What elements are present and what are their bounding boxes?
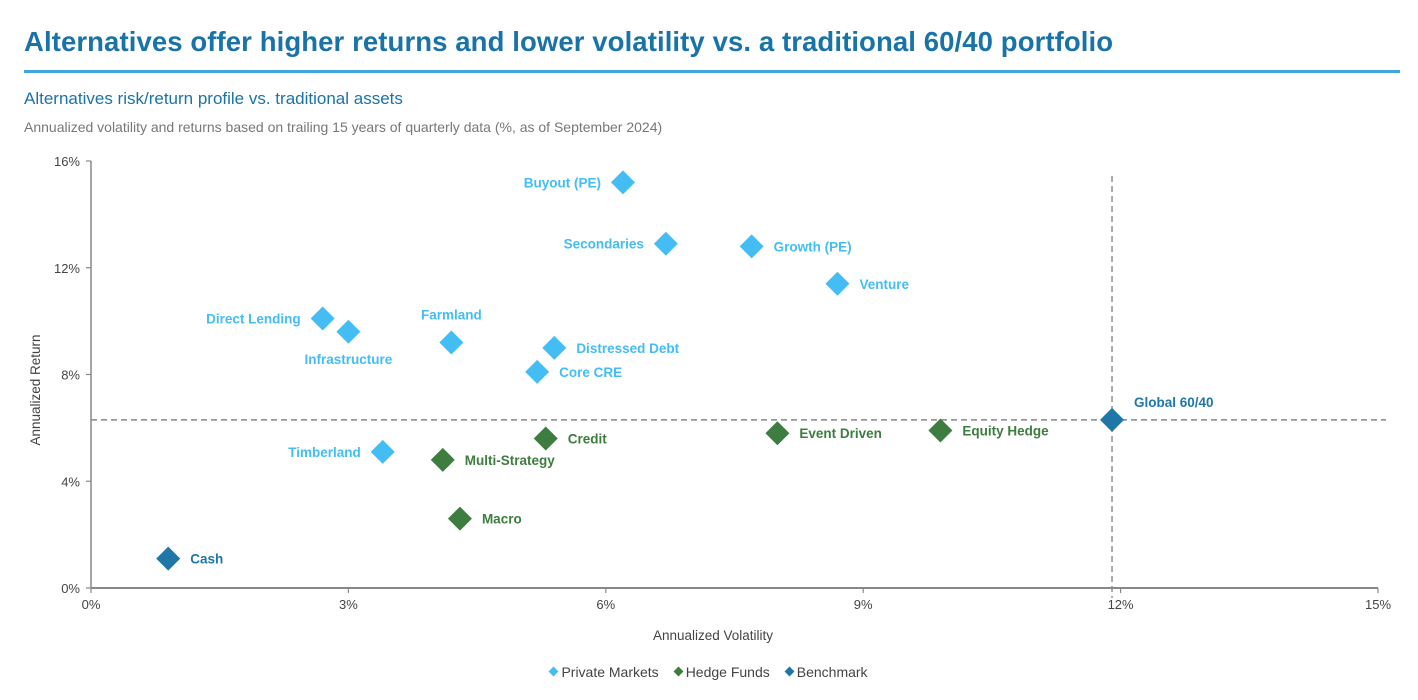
y-tick-label: 8% bbox=[61, 368, 80, 383]
x-tick-label: 6% bbox=[596, 597, 615, 612]
point-multi-strategy bbox=[430, 447, 455, 472]
title-divider bbox=[24, 70, 1400, 73]
y-tick-label: 12% bbox=[54, 261, 80, 276]
point-label-direct-lending: Direct Lending bbox=[206, 311, 301, 326]
series-hedge-funds: Credit Multi-Strategy Macro Event Driven Equ… bbox=[430, 418, 1049, 531]
x-tick-label: 3% bbox=[339, 597, 358, 612]
x-axis-title: Annualized Volatility bbox=[653, 628, 773, 643]
legend-label: Benchmark bbox=[796, 663, 868, 680]
x-tick-label: 12% bbox=[1108, 597, 1134, 612]
point-distressed-debt bbox=[542, 335, 567, 360]
legend-diamond-icon bbox=[784, 666, 795, 677]
legend-diamond-icon bbox=[673, 666, 684, 677]
point-secondaries bbox=[653, 231, 678, 256]
point-growth-pe bbox=[739, 234, 764, 259]
reference-lines bbox=[91, 176, 1386, 598]
legend-label: Private Markets bbox=[561, 663, 659, 680]
point-label-equity-hedge: Equity Hedge bbox=[962, 424, 1049, 439]
series-benchmark: Global 60/40 Cash bbox=[156, 395, 1214, 571]
point-label-global-60-40: Global 60/40 bbox=[1134, 395, 1214, 410]
chart-legend: Private Markets Hedge Funds Benchmark bbox=[0, 662, 1418, 680]
point-label-core-cre: Core CRE bbox=[559, 365, 622, 380]
point-label-event-driven: Event Driven bbox=[799, 426, 882, 441]
point-credit bbox=[533, 426, 558, 451]
point-label-growth-pe: Growth (PE) bbox=[774, 239, 852, 254]
legend-item-private-markets: Private Markets bbox=[548, 663, 659, 680]
point-event-driven bbox=[765, 421, 790, 446]
point-label-buyout-pe: Buyout (PE) bbox=[524, 175, 601, 190]
point-infrastructure bbox=[336, 319, 361, 344]
point-farmland bbox=[439, 330, 464, 355]
point-cash bbox=[156, 546, 181, 571]
series-private-markets: Buyout (PE) Secondaries Growth (PE) Venture… bbox=[206, 170, 909, 464]
point-buyout-pe bbox=[610, 170, 635, 195]
x-tick-label: 9% bbox=[854, 597, 873, 612]
y-tick-label: 16% bbox=[54, 154, 80, 169]
data-points: Buyout (PE) Secondaries Growth (PE) Venture… bbox=[156, 170, 1214, 571]
point-label-infrastructure: Infrastructure bbox=[305, 352, 393, 367]
point-timberland bbox=[370, 439, 395, 464]
point-label-timberland: Timberland bbox=[288, 445, 361, 460]
point-label-multi-strategy: Multi-Strategy bbox=[465, 453, 555, 468]
point-label-cash: Cash bbox=[190, 552, 223, 567]
axes: 0% 4% 8% 12% 16% 0% 3% 6% 9% 12% 15% bbox=[54, 154, 1391, 612]
point-label-distressed-debt: Distressed Debt bbox=[576, 341, 679, 356]
point-equity-hedge bbox=[928, 418, 953, 443]
point-label-farmland: Farmland bbox=[421, 307, 482, 322]
legend-label: Hedge Funds bbox=[685, 663, 770, 680]
point-core-cre bbox=[525, 359, 550, 384]
point-label-secondaries: Secondaries bbox=[564, 237, 644, 252]
legend-diamond-icon bbox=[548, 666, 559, 677]
chart-note: Annualized volatility and returns based … bbox=[24, 119, 663, 135]
x-tick-label: 0% bbox=[82, 597, 101, 612]
page-title: Alternatives offer higher returns and lo… bbox=[24, 26, 1114, 57]
point-global-60-40 bbox=[1100, 407, 1125, 432]
point-label-credit: Credit bbox=[568, 432, 608, 447]
legend-item-benchmark: Benchmark bbox=[784, 663, 868, 680]
point-label-macro: Macro bbox=[482, 512, 522, 527]
x-tick-label: 15% bbox=[1365, 597, 1391, 612]
y-tick-label: 0% bbox=[61, 581, 80, 596]
point-direct-lending bbox=[310, 306, 335, 331]
chart-subtitle: Alternatives risk/return profile vs. tra… bbox=[24, 89, 403, 108]
point-macro bbox=[447, 506, 472, 531]
y-tick-label: 4% bbox=[61, 474, 80, 489]
point-label-venture: Venture bbox=[859, 277, 909, 292]
legend-item-hedge-funds: Hedge Funds bbox=[673, 663, 770, 680]
y-axis-title: Annualized Return bbox=[28, 334, 43, 445]
point-venture bbox=[825, 271, 850, 296]
